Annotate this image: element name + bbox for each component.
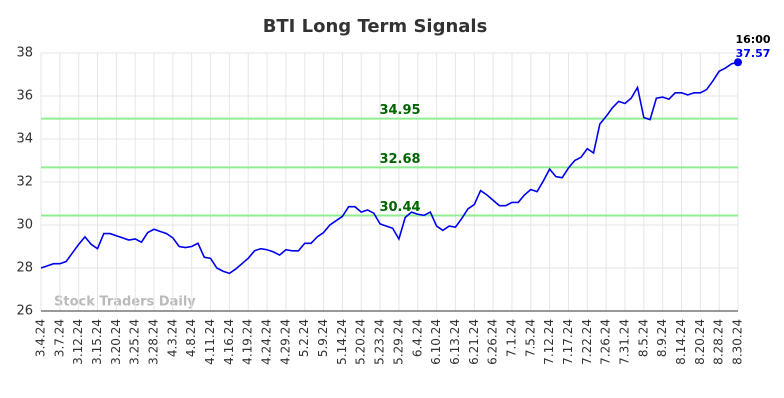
x-tick-label: 3.20.24 [109, 319, 123, 365]
x-tick-label: 3.4.24 [34, 319, 48, 357]
signal-label: 32.68 [379, 152, 420, 167]
last-value: 37.57 [736, 47, 771, 60]
y-tick-label: 28 [16, 261, 33, 276]
x-tick-label: 3.28.24 [147, 319, 161, 365]
last-time: 16:00 [735, 33, 770, 46]
x-tick-label: 6.21.24 [467, 319, 481, 365]
x-tick-label: 7.12.24 [542, 319, 556, 365]
x-tick-label: 8.9.24 [655, 319, 669, 357]
y-tick-label: 30 [16, 218, 33, 233]
x-tick-label: 3.15.24 [90, 319, 104, 365]
watermark: Stock Traders Daily [54, 295, 196, 310]
x-tick-label: 7.31.24 [617, 319, 631, 365]
x-tick-label: 5.29.24 [391, 319, 405, 365]
x-tick-label: 8.5.24 [636, 319, 650, 357]
x-tick-label: 7.22.24 [580, 319, 594, 365]
x-tick-label: 3.12.24 [71, 319, 85, 365]
x-tick-label: 7.17.24 [561, 319, 575, 365]
last-point [734, 58, 742, 67]
x-tick-label: 8.14.24 [674, 319, 688, 365]
signal-label: 30.44 [379, 200, 420, 215]
x-tick-label: 8.28.24 [712, 319, 726, 365]
x-tick-label: 5.23.24 [373, 319, 387, 365]
x-tick-label: 6.26.24 [486, 319, 500, 365]
y-tick-label: 32 [16, 175, 33, 190]
y-tick-label: 36 [16, 89, 33, 104]
x-tick-label: 5.2.24 [297, 319, 311, 357]
x-tick-label: 6.4.24 [410, 319, 424, 357]
x-tick-label: 4.19.24 [241, 319, 255, 365]
signal-label: 34.95 [379, 103, 420, 118]
x-tick-label: 4.24.24 [260, 319, 274, 365]
x-tick-label: 5.9.24 [316, 319, 330, 357]
x-tick-label: 5.20.24 [354, 319, 368, 365]
x-tick-label: 8.20.24 [693, 319, 707, 365]
x-tick-label: 4.29.24 [278, 319, 292, 365]
x-tick-label: 7.1.24 [504, 319, 518, 357]
x-tick-label: 4.11.24 [203, 319, 217, 365]
chart-title: BTI Long Term Signals [263, 16, 488, 37]
x-tick-label: 3.7.24 [52, 319, 66, 357]
x-tick-label: 4.16.24 [222, 319, 236, 365]
x-tick-label: 4.3.24 [165, 319, 179, 357]
x-tick-label: 4.8.24 [184, 319, 198, 357]
y-tick-label: 34 [16, 132, 33, 147]
y-tick-label: 26 [16, 304, 33, 319]
x-tick-label: 3.25.24 [128, 319, 142, 365]
price-line [40, 61, 739, 275]
x-tick-label: 6.13.24 [448, 319, 462, 365]
y-tick-label: 38 [16, 46, 33, 61]
x-tick-label: 8.30.24 [731, 319, 745, 365]
x-tick-label: 7.5.24 [523, 319, 537, 357]
x-tick-label: 7.26.24 [599, 319, 613, 365]
x-tick-label: 6.10.24 [429, 319, 443, 365]
x-tick-label: 5.14.24 [335, 319, 349, 365]
